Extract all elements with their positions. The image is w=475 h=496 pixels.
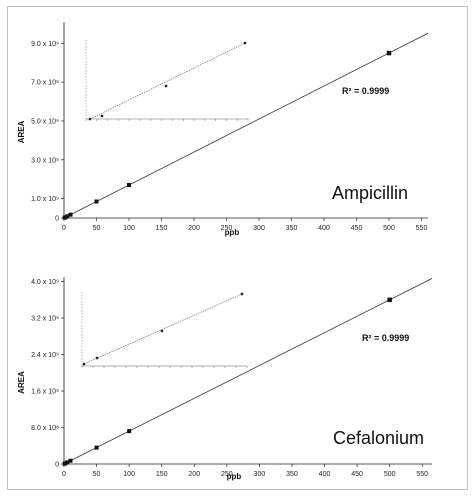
chart1-inset-data-point (88, 117, 92, 121)
chart2-x-tick-label: 0 (62, 471, 66, 478)
chart1-y-axis-title: AREA (17, 120, 26, 143)
chart2-inset-data-point (82, 362, 86, 366)
chart1-data-point (65, 214, 70, 219)
chart1-y-tick-label: 3.0 x 10⁹ (31, 157, 59, 164)
chart1-x-tick-label: 50 (93, 225, 101, 232)
chart1-data-point (386, 50, 392, 56)
chart2-data-point (127, 429, 132, 434)
chart1-inset-data-point (243, 41, 247, 45)
chart1-y-tick-label: 5.0 x 10⁹ (31, 118, 59, 125)
chart1-x-tick-label: 300 (253, 225, 265, 232)
chart2-x-tick-label: 400 (319, 471, 331, 478)
chart2-y-axis-title: AREA (17, 371, 26, 394)
chart1-x-tick-label: 550 (416, 225, 428, 232)
chart1-data-point (68, 212, 73, 217)
chart1-y-tick-label: 7.0 x 10⁹ (31, 80, 59, 87)
chart2-y-tick-label: 4.0 x 10⁹ (31, 279, 59, 286)
chart2-x-tick-label: 500 (384, 471, 396, 478)
chart2-x-tick-label: 150 (156, 471, 168, 478)
chart2-y-tick-label: 0 (55, 462, 59, 469)
chart1-inset-data-point (100, 114, 104, 118)
chart1-fit-line (63, 32, 429, 219)
chart2-y-tick-label: 3.2 x 10⁹ (31, 316, 59, 323)
chart2-inset-data-point (160, 329, 164, 333)
chart2-x-tick-label: 550 (416, 471, 428, 478)
chart1-y-tick-label: 1.0 x 10⁹ (31, 196, 59, 203)
chart2-x-tick-label: 300 (254, 471, 266, 478)
chart2-inset-fit-line (83, 293, 243, 365)
chart1-x-tick-label: 150 (156, 225, 168, 232)
chart1-x-tick-label: 500 (383, 225, 395, 232)
chart1-data-point (127, 183, 131, 188)
chart2-data-point (65, 460, 70, 465)
chart2-x-axis-title: ppb (227, 472, 242, 481)
chart2-r-squared-annotation: R² = 0.9999 (362, 333, 409, 343)
figure-page (7, 6, 468, 490)
chart2-x-tick-label: 250 (221, 471, 233, 478)
chart2-y-tick-label: 1.6 x 10⁹ (31, 389, 59, 396)
chart2-inset-data-point (95, 356, 99, 360)
chart1-x-tick-label: 350 (286, 225, 298, 232)
chart2-data-point (387, 297, 392, 303)
chart2-y-tick-label: 2.4 x 10⁹ (31, 352, 59, 359)
chart2-x-tick-label: 350 (286, 471, 298, 478)
chart1-y-tick-label: 9.0 x 10⁹ (31, 41, 59, 48)
chart1-x-tick-label: 250 (221, 225, 233, 232)
chart1-inset-data-point (164, 84, 168, 88)
chart1-x-tick-label: 400 (318, 225, 330, 232)
chart2-x-tick-label: 50 (93, 471, 101, 478)
chart1-y-tick-label: 0 (55, 216, 59, 223)
chart1-x-axis-title: ppb (225, 228, 240, 237)
chart1-x-tick-label: 100 (123, 225, 135, 232)
chart2-x-tick-label: 100 (123, 471, 135, 478)
chart1-x-tick-label: 200 (188, 225, 200, 232)
chart2-x-tick-label: 450 (351, 471, 363, 478)
chart2-data-point (68, 458, 73, 463)
chart1-data-point (94, 199, 99, 204)
chart2-data-point (94, 445, 99, 450)
chart1-inset-fit-line (89, 42, 246, 120)
chart2-inset-data-point (240, 292, 244, 296)
chart2-x-tick-label: 200 (188, 471, 200, 478)
chart1-x-tick-label: 450 (351, 225, 363, 232)
chart2-fit-line (63, 278, 433, 465)
chart2-y-tick-label: 8.0 x 10⁸ (31, 425, 59, 432)
chart1-compound-name: Ampicillin (332, 183, 408, 203)
chart2-compound-name: Cefalonium (333, 428, 424, 448)
chart1-x-tick-label: 0 (62, 225, 66, 232)
chart1-r-squared-annotation: R² = 0.9999 (342, 86, 389, 96)
